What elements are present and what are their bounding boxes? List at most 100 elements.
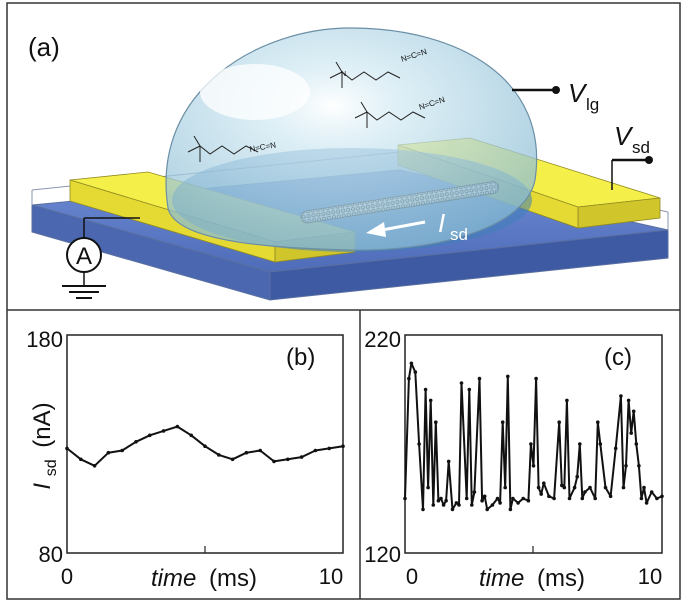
panel-c-data-point (526, 498, 531, 503)
svg-text:time (ms): time (ms) (151, 565, 257, 592)
panel-c-data-point (534, 376, 538, 381)
panel-c-data-point (626, 398, 631, 403)
substrate-side (31, 204, 271, 301)
panel-c-data-point (613, 446, 618, 451)
panel-c-data-point (542, 481, 546, 486)
panel-b: (b) 180 80 0 10 time (ms) I sd (nA) (26, 327, 345, 592)
panel-b-data-point (175, 424, 180, 429)
panel-c-data-point (634, 442, 639, 446)
panel-c-data-point (639, 496, 644, 501)
panel-b-data-point (161, 429, 166, 433)
panel-c-data-point (459, 381, 464, 385)
panel-b-data-point (258, 448, 263, 453)
panel-c-data-point (580, 496, 585, 501)
panel-c-data-point (531, 464, 536, 468)
panel-c-data-point (567, 496, 572, 501)
panel-c-data-point (450, 507, 455, 512)
panel-b-data-point (286, 457, 290, 462)
panel-c-xlabel-unit: (ms) (537, 565, 585, 592)
panel-c-data-point (441, 503, 446, 507)
molecule-1 (329, 61, 401, 88)
panel-c-data-point (539, 492, 543, 496)
panel-b-data-point (313, 448, 318, 453)
panel-a-device: N N=C=N N=C=N N=C=N I sd V lg V (28, 27, 669, 301)
droplet-highlight (200, 64, 310, 120)
panel-c-data-point (485, 507, 490, 512)
panel-c-data-point (521, 496, 525, 501)
panel-b-data-point (230, 457, 235, 462)
panel-c-data-point (608, 494, 613, 499)
panel-b-data-point (299, 455, 304, 459)
panel-c-data-point (593, 496, 597, 501)
panel-c-data-point (588, 485, 592, 490)
vlg-terminal (552, 86, 560, 94)
panel-b-data-point (79, 457, 83, 462)
vlg-label-sub: lg (586, 95, 599, 114)
panel-c-data-point (428, 398, 433, 403)
panel-c-data-point (482, 494, 487, 499)
panel-c-xlabel: time (ms) (479, 565, 585, 592)
panel-c-ytick-top: 220 (364, 327, 401, 352)
panel-c-data-point (516, 501, 520, 505)
isd-label-sub: sd (450, 225, 468, 244)
panel-c-data-point (572, 485, 577, 490)
panel-b-data-point (272, 459, 276, 464)
vsd-label-main: V (614, 121, 634, 151)
panel-b-xlabel-main: time (151, 565, 196, 592)
panel-b-label: (b) (286, 344, 315, 371)
panel-c-data-point (598, 442, 603, 446)
panel-c-data-point (436, 498, 441, 503)
panel-c-xtick-left: 0 (406, 564, 418, 589)
panel-c-data-point (621, 485, 626, 490)
panel-c-data-point (477, 376, 482, 381)
panel-b-ytick-top: 180 (26, 327, 63, 352)
panel-b-data-point (148, 433, 152, 438)
panel-c-data-point (467, 387, 472, 392)
panel-c-series (403, 361, 664, 512)
panel-c-data-point (637, 464, 641, 468)
panel-c-data-point (649, 490, 654, 494)
panel-c-data-point (629, 431, 633, 435)
vlg-label-main: V (568, 78, 588, 108)
panel-c-data-point (624, 464, 628, 468)
panel-c-data-point (642, 485, 646, 490)
panel-c-data-point (500, 420, 505, 425)
current-arrow (366, 220, 426, 237)
panel-b-xtick-left: 0 (61, 564, 73, 589)
panel-c-data-point (529, 442, 533, 446)
panel-b-data-point (203, 444, 207, 449)
panel-b-data-point (134, 440, 138, 444)
panel-c-data-point (454, 501, 459, 505)
vsd-label-sub: sd (632, 138, 650, 157)
panel-b-series (65, 424, 345, 468)
panel-c-ytick-bottom: 120 (364, 542, 401, 567)
panel-c-data-point (583, 490, 587, 494)
panel-c-data-point (409, 361, 414, 366)
panel-c-data-point (470, 503, 474, 507)
panel-c-data-point (503, 485, 508, 490)
panel-b-data-point (120, 448, 124, 453)
panel-c-data-point (480, 498, 484, 503)
panel-c-data-point (444, 498, 448, 503)
panel-c-data-point (565, 398, 569, 403)
panel-c-data-point (619, 394, 623, 398)
panel-b-data-point (217, 453, 221, 457)
panel-b-data-point (65, 446, 69, 451)
panel-c-data-point (421, 507, 425, 512)
panel-b-xlabel-unit: (ms) (209, 565, 257, 592)
panel-c-data-point (557, 420, 561, 425)
panel-c-data-point (596, 420, 600, 425)
panel-c-data-point (490, 503, 495, 507)
panel-c-data-point (423, 387, 428, 392)
panel-b-ylabel-sub: sd (43, 459, 60, 476)
molecule-3 (187, 135, 259, 162)
panel-b-data-point (341, 444, 345, 449)
panel-c-data-point (575, 474, 579, 479)
panel-c-data-point (403, 496, 407, 501)
panel-b-data-point (106, 450, 111, 455)
panel-b-ylabel: I sd (nA) (29, 402, 60, 489)
panel-c-data-point (506, 374, 510, 379)
panel-c-xlabel-main: time (479, 565, 524, 592)
molecule-1-n: N (341, 71, 346, 78)
